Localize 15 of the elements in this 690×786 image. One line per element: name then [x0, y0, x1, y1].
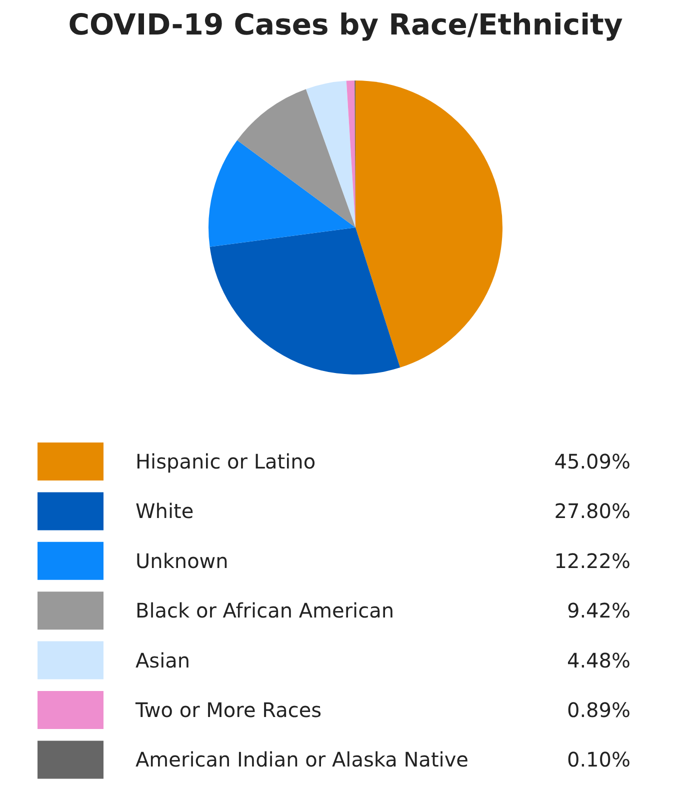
- data-label: 45.09%: [554, 450, 631, 474]
- data-label: 0.89%: [566, 698, 631, 722]
- legend-label: Unknown: [136, 548, 228, 573]
- data-label: 9.42%: [566, 598, 631, 623]
- data-label: 12.22%: [554, 548, 631, 573]
- legend-label: Black or African American: [136, 598, 394, 623]
- legend-label: Hispanic or Latino: [136, 450, 316, 474]
- data-label: 27.80%: [554, 499, 631, 524]
- legend-label: Two or More Races: [134, 698, 322, 722]
- data-label: 0.10%: [566, 748, 631, 772]
- legend-label: Asian: [136, 648, 190, 672]
- data-label: 4.48%: [566, 648, 631, 672]
- chart-title: COVID-19 Cases by Race/Ethnicity: [68, 8, 623, 42]
- legend-label: White: [136, 499, 194, 524]
- legend-label: American Indian or Alaska Native: [136, 748, 468, 772]
